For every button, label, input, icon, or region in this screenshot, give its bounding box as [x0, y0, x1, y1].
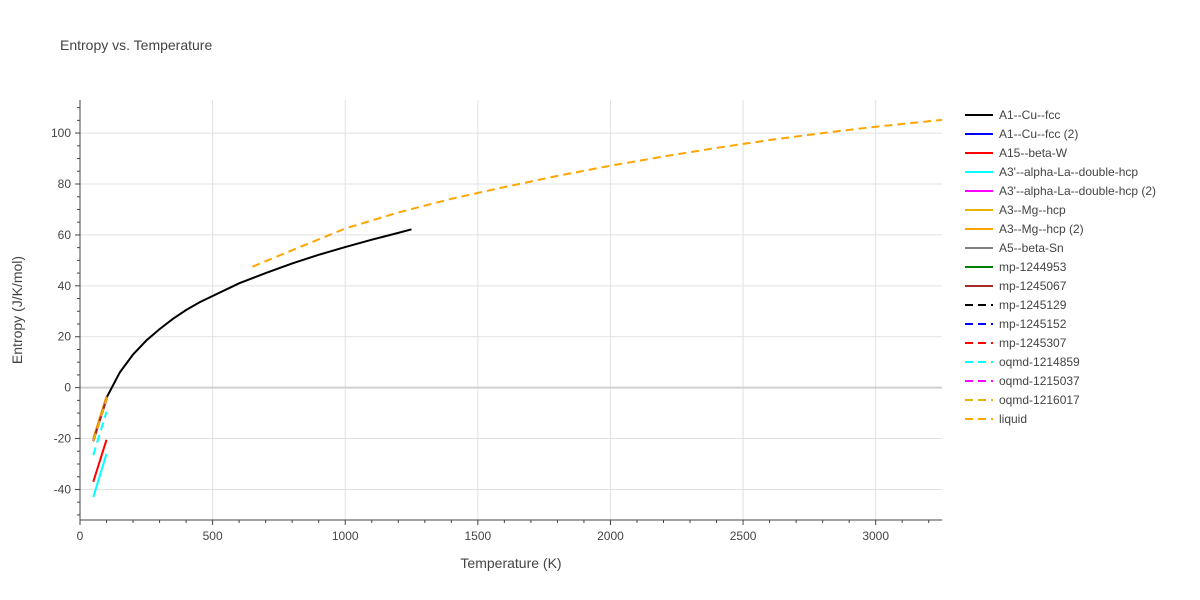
x-tick-label: 2000	[597, 529, 624, 543]
y-tick-label: 40	[58, 279, 72, 293]
legend-item[interactable]: oqmd-1215037	[965, 374, 1080, 388]
legend-item[interactable]: mp-1245307	[965, 336, 1067, 350]
legend-item[interactable]: A15--beta-W	[965, 146, 1068, 160]
legend[interactable]: A1--Cu--fcc A1--Cu--fcc (2) A15--beta-W A3'…	[965, 108, 1156, 426]
legend-label: oqmd-1216017	[999, 393, 1080, 407]
x-tick-label: 500	[203, 529, 223, 543]
series-line-16[interactable]	[252, 118, 942, 268]
series-line-2[interactable]	[92, 439, 108, 483]
legend-item[interactable]: A3'--alpha-La--double-hcp (2)	[965, 184, 1156, 198]
x-tick-label: 2500	[730, 529, 757, 543]
legend-item[interactable]: oqmd-1214859	[965, 355, 1080, 369]
y-tick-label: -40	[54, 482, 72, 496]
legend-label: A3'--alpha-La--double-hcp	[999, 165, 1138, 179]
legend-item[interactable]: mp-1244953	[965, 260, 1067, 274]
legend-item[interactable]: liquid	[965, 412, 1027, 426]
y-tick-label: -20	[54, 432, 72, 446]
y-tick-label: 80	[58, 177, 72, 191]
y-tick-label: 100	[51, 126, 71, 140]
series-line-0[interactable]	[92, 228, 412, 442]
y-tick-label: 20	[58, 330, 72, 344]
y-axis-title: Entropy (J/K/mol)	[9, 256, 25, 364]
series-line-3[interactable]	[92, 453, 108, 498]
legend-label: oqmd-1214859	[999, 355, 1080, 369]
legend-item[interactable]: A1--Cu--fcc (2)	[965, 127, 1078, 141]
legend-label: A3--Mg--hcp	[999, 203, 1066, 217]
y-tick-label: 60	[58, 228, 72, 242]
x-axis-title: Temperature (K)	[460, 555, 561, 571]
axes: 0 500 1000 1500 2000 2500 3000 -40 -20 0 20 40 60 80 1…	[51, 100, 942, 543]
legend-label: oqmd-1215037	[999, 374, 1080, 388]
x-tick-label: 0	[77, 529, 84, 543]
legend-label: liquid	[999, 412, 1027, 426]
legend-item[interactable]: A3'--alpha-La--double-hcp	[965, 165, 1138, 179]
series-line-13[interactable]	[92, 411, 108, 456]
legend-label: A1--Cu--fcc	[999, 108, 1060, 122]
legend-item[interactable]: oqmd-1216017	[965, 393, 1080, 407]
legend-item[interactable]: mp-1245129	[965, 298, 1067, 312]
x-tick-label: 1500	[464, 529, 491, 543]
legend-label: A5--beta-Sn	[999, 241, 1064, 255]
series-layer	[92, 118, 942, 498]
legend-label: mp-1245067	[999, 279, 1067, 293]
x-tick-label: 3000	[862, 529, 889, 543]
legend-item[interactable]: A5--beta-Sn	[965, 241, 1064, 255]
legend-label: A15--beta-W	[999, 146, 1068, 160]
legend-item[interactable]: A3--Mg--hcp (2)	[965, 222, 1084, 236]
legend-label: mp-1245129	[999, 298, 1067, 312]
series-line-15[interactable]	[92, 398, 108, 442]
legend-item[interactable]: mp-1245067	[965, 279, 1067, 293]
legend-label: mp-1244953	[999, 260, 1067, 274]
chart-title: Entropy vs. Temperature	[60, 37, 212, 53]
legend-label: A1--Cu--fcc (2)	[999, 127, 1078, 141]
x-tick-label: 1000	[332, 529, 359, 543]
legend-label: A3'--alpha-La--double-hcp (2)	[999, 184, 1156, 198]
legend-label: mp-1245152	[999, 317, 1067, 331]
grid-lines	[80, 100, 942, 520]
legend-item[interactable]: A1--Cu--fcc	[965, 108, 1060, 122]
legend-item[interactable]: A3--Mg--hcp	[965, 203, 1066, 217]
y-tick-label: 0	[64, 381, 71, 395]
legend-item[interactable]: mp-1245152	[965, 317, 1067, 331]
legend-label: mp-1245307	[999, 336, 1067, 350]
legend-label: A3--Mg--hcp (2)	[999, 222, 1084, 236]
